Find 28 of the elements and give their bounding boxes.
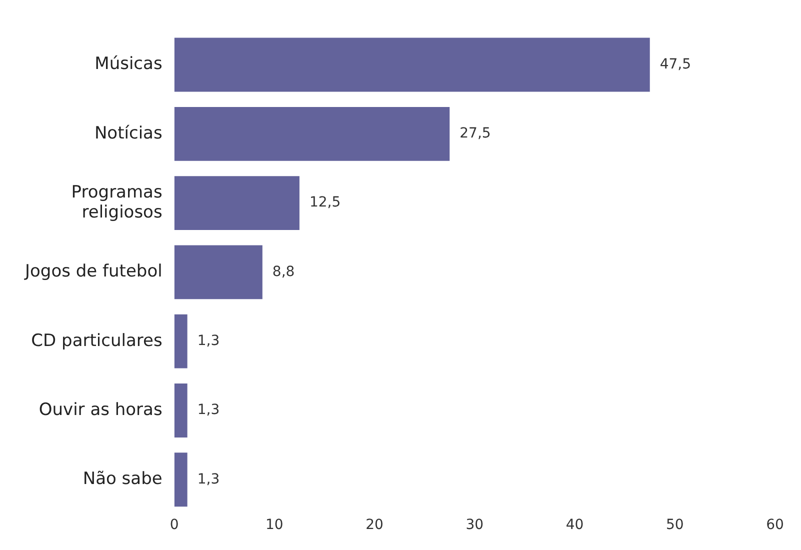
bar — [174, 245, 262, 300]
x-tick-label: 40 — [566, 517, 584, 534]
bar — [174, 314, 188, 368]
data-label: 1,3 — [197, 402, 220, 418]
x-tick-label: 50 — [666, 517, 684, 534]
data-label: 8,8 — [272, 264, 295, 280]
x-tick-label: 60 — [766, 517, 784, 534]
y-tick-label: Ouvir as horas — [38, 400, 162, 420]
data-label: 1,3 — [197, 332, 220, 349]
y-tick-label: Notícias — [94, 123, 162, 144]
x-tick-label: 10 — [266, 517, 284, 534]
x-tick-label: 30 — [466, 517, 484, 534]
data-label: 27,5 — [460, 126, 491, 142]
bar — [174, 38, 650, 92]
y-tick-label: Músicas — [94, 54, 162, 74]
data-label: 47,5 — [660, 56, 692, 72]
bar — [174, 452, 188, 507]
y-tick-label: Programas religiosos — [71, 182, 162, 223]
bar — [174, 176, 300, 230]
data-label: 12,5 — [309, 194, 341, 211]
x-tick-label: 0 — [170, 517, 179, 534]
y-tick-label: Não sabe — [82, 469, 162, 490]
bar — [174, 384, 188, 438]
x-tick-label: 20 — [366, 517, 384, 534]
y-tick-label: CD particulares — [31, 330, 162, 351]
y-tick-label: Jogos de futebol — [24, 262, 162, 282]
data-label: 1,3 — [197, 471, 220, 488]
bar — [174, 106, 450, 161]
